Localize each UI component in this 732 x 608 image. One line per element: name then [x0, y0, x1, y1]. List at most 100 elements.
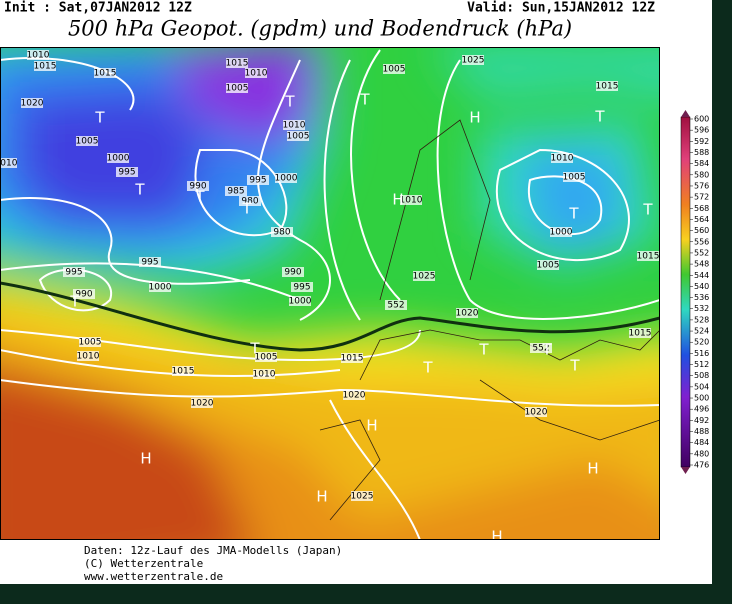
colorbar-label: 592: [694, 137, 709, 146]
colorbar-label: 580: [694, 170, 709, 179]
colorbar-label: 512: [694, 360, 709, 369]
colorbar-label: 584: [694, 159, 709, 168]
map-title: 500 hPa Geopot. (gpdm) und Bodendruck (h…: [68, 17, 572, 41]
colorbar-label: 568: [694, 204, 709, 213]
isobar-label: 1000: [289, 297, 312, 307]
pressure-center: T: [94, 109, 105, 127]
label-bg: [413, 271, 435, 281]
label-bg: [351, 491, 373, 501]
label-bg: [187, 181, 209, 191]
colorbar-label: 540: [694, 282, 709, 291]
colorbar-label: 524: [694, 327, 709, 336]
isobar-label: 995: [141, 258, 158, 268]
pressure-center: H: [392, 191, 403, 209]
isobar-label: 1010: [400, 196, 423, 206]
isobar-label: 980: [273, 228, 290, 238]
label-bg: [551, 153, 573, 163]
isobar-label: 1015: [34, 62, 57, 72]
pressure-center: H: [140, 450, 151, 468]
pressure-center: T: [594, 108, 605, 126]
label-bg: [226, 58, 248, 68]
isobar-label: 1020: [456, 309, 479, 319]
label-bg: [282, 267, 304, 277]
pressure-center: H: [316, 488, 327, 506]
label-bg: [191, 398, 213, 408]
label-bg: [287, 131, 309, 141]
label-bg: [21, 98, 43, 108]
colorbar-label: 492: [694, 416, 709, 425]
colorbar-label: 572: [694, 193, 709, 202]
isobar-label: 1005: [79, 338, 102, 348]
isobar-label: 1015: [341, 354, 364, 364]
pressure-center: T: [134, 181, 145, 199]
colorbar-label: 532: [694, 304, 709, 313]
coastlines: [319, 119, 660, 521]
label-bg: [34, 61, 56, 71]
label-bg: [226, 83, 248, 93]
pressure-center: H: [491, 528, 502, 546]
colorbar-label: 536: [694, 293, 709, 302]
isobar-label: 552: [532, 344, 549, 354]
label-bg: [255, 352, 277, 362]
map-frame: [0, 47, 660, 540]
colorbar-label: 556: [694, 237, 709, 246]
label-bg: [289, 296, 311, 306]
pressure-center: T: [241, 200, 252, 218]
isobar-label: 980: [241, 197, 258, 207]
label-bg: [291, 282, 313, 292]
label-bg: [550, 227, 572, 237]
isobar-label: 1020: [525, 408, 548, 418]
label-bg: [94, 68, 116, 78]
label-bg: [525, 407, 547, 417]
label-bg: [172, 366, 194, 376]
footer-line: Daten: 12z-Lauf des JMA-Modells (Japan): [84, 544, 342, 557]
label-bg: [79, 337, 101, 347]
isobar-label: 1020: [343, 391, 366, 401]
pressure-center: H: [366, 417, 377, 435]
colorbar-label: 548: [694, 260, 709, 269]
pressure-center: T: [69, 293, 80, 311]
label-bg: [225, 186, 247, 196]
pressure-center: T: [541, 341, 552, 359]
isobar-label: 1015: [172, 367, 195, 377]
pressure-center: T: [422, 359, 433, 377]
label-bg: [116, 167, 138, 177]
label-bg: [73, 289, 95, 299]
isobar-label: 990: [75, 290, 92, 300]
right-edge: [712, 0, 732, 604]
label-bg: [343, 390, 365, 400]
pressure-center: T: [284, 93, 295, 111]
label-bg: [149, 282, 171, 292]
colorbar-label: 564: [694, 215, 709, 224]
label-bg: [383, 64, 405, 74]
colorbar-label: 484: [694, 438, 709, 447]
colorbar-label: 600: [694, 115, 709, 124]
isobar-label: 1005: [76, 137, 99, 147]
colorbar-label: 500: [694, 394, 709, 403]
pressure-center: T: [249, 340, 260, 358]
isobar-label: 1015: [637, 252, 660, 262]
init-time: Init : Sat,07JAN2012 12Z: [4, 1, 192, 16]
pressure-center: T: [568, 205, 579, 223]
colorbar-label: 552: [694, 248, 709, 257]
isobar-label: 990: [189, 182, 206, 192]
label-bg: [77, 351, 99, 361]
colorbar-label: 476: [694, 461, 709, 470]
label-bg: [27, 50, 49, 60]
isobar-label: 985: [227, 187, 244, 197]
colorbar-label: 508: [694, 371, 709, 380]
colorbar-label: 528: [694, 315, 709, 324]
isobar-label: 1015: [94, 69, 117, 79]
valid-time: Valid: Sun,15JAN2012 12Z: [467, 1, 655, 16]
label-bg: [530, 343, 552, 353]
isobar-label: 552: [387, 301, 404, 311]
colorbar-label: 560: [694, 226, 709, 235]
colorbar-label: 544: [694, 271, 709, 280]
colorbar-label: 596: [694, 126, 709, 135]
colorbar-label: 576: [694, 181, 709, 190]
pressure-center: T: [359, 91, 370, 109]
label-bg: [275, 173, 297, 183]
label-bg: [637, 251, 659, 261]
isobar-label: 1010: [245, 69, 268, 79]
